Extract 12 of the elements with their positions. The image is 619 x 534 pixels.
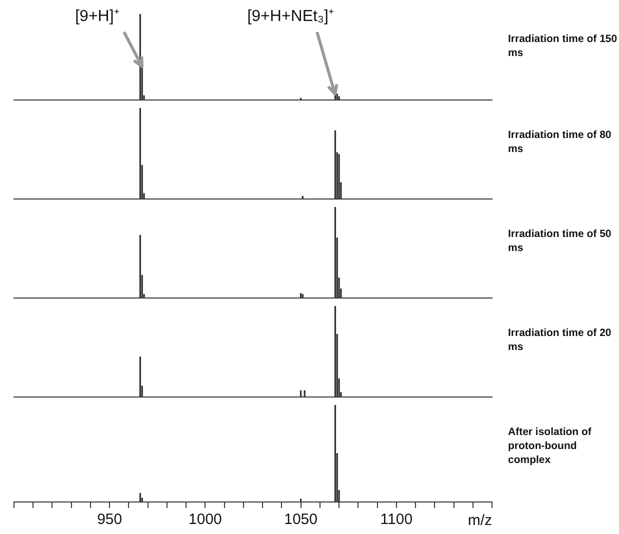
text: Irradiation time of 80 ms: [508, 128, 612, 156]
x-tick-label: 1000: [188, 511, 222, 528]
annotation: [9+H]⁺: [75, 7, 119, 26]
x-tick-label: 1050: [284, 511, 318, 528]
x-tick-label: 950: [97, 511, 122, 528]
x-tick-label: 1100: [380, 511, 413, 528]
text: Irradiation time of 50 ms: [508, 227, 612, 255]
annotation: [9+H+NEt₃]⁺: [247, 7, 334, 26]
x-axis-title: m/z: [468, 512, 492, 530]
text: Irradiation time of 20 ms: [508, 326, 612, 354]
text: Irradiation time of 150 ms: [508, 32, 618, 60]
text: After isolation of proton-bound complex: [508, 425, 592, 467]
